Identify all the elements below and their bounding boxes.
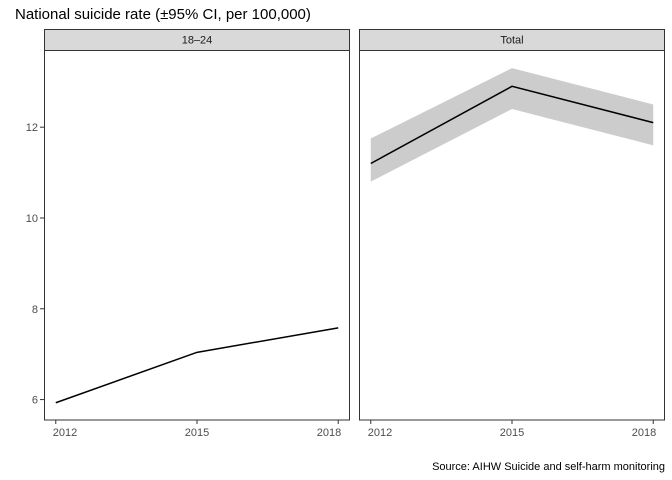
y-tick-label-6: 6 [32, 395, 38, 407]
y-tick-label-8: 8 [32, 304, 38, 316]
y-tick-label-12: 12 [26, 122, 38, 134]
x-tick-label-18-24-2015: 2015 [185, 427, 209, 439]
x-tick-label-18-24-2012: 2012 [53, 427, 77, 439]
chart-caption: Source: AIHW Suicide and self-harm monit… [432, 461, 665, 473]
facet-strip-label-18-24: 18–24 [182, 35, 213, 47]
x-tick-label-18-24-2018: 2018 [317, 427, 341, 439]
y-axis: 6 8 10 12 [26, 122, 44, 407]
series-line-18-24 [55, 327, 339, 404]
facet-panel-18-24: 18–24 2012 2015 2018 [44, 29, 350, 439]
panel-border-18-24 [44, 50, 350, 421]
x-tick-label-total-2015: 2015 [500, 427, 524, 439]
facet-strip-label-total: Total [500, 35, 523, 47]
chart-title: National suicide rate (±95% CI, per 100,… [15, 6, 311, 23]
ci-ribbon-total [370, 68, 654, 182]
y-tick-label-10: 10 [26, 213, 38, 225]
x-tick-label-total-2018: 2018 [632, 427, 656, 439]
facet-panel-total: Total 2012 2015 2018 [359, 29, 665, 439]
x-tick-label-total-2012: 2012 [368, 427, 392, 439]
